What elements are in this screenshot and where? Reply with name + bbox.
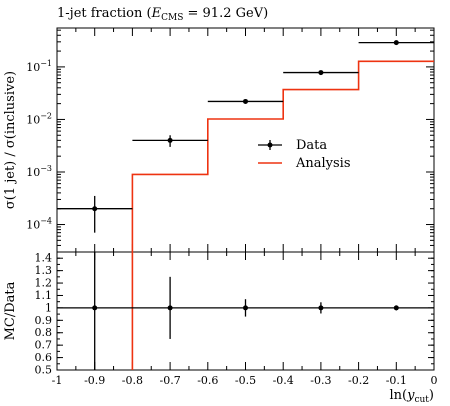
x-tick-label: -1 (52, 374, 63, 387)
ratio-analysis-line (131, 252, 134, 370)
chart-title: 1-jet fraction (ECMS = 91.2 GeV) (57, 6, 268, 23)
x-tick-label: -0.8 (122, 374, 143, 387)
x-tick-label: -0.1 (386, 374, 407, 387)
ratio-y-tick-label: 0.9 (35, 314, 53, 327)
ratio-point (318, 305, 324, 311)
legend-analysis-label: Analysis (295, 156, 351, 171)
legend: Data Analysis (258, 138, 351, 171)
main-axis-ticks: 10−4 10−3 10−2 10−1 (26, 28, 435, 253)
analysis-histogram-line (131, 60, 434, 252)
data-point (167, 137, 173, 143)
main-y-tick-label: 10−3 (26, 164, 52, 179)
ratio-y-tick-label: 1.3 (35, 264, 53, 277)
ratio-point (243, 305, 248, 311)
ratio-y-tick-label: 0.8 (35, 326, 53, 339)
x-tick-label: -0.6 (197, 374, 218, 387)
x-tick-label: -0.7 (159, 374, 180, 387)
main-y-tick-label: 10−2 (26, 111, 52, 126)
data-point (393, 40, 399, 46)
ratio-analysis-series (131, 252, 134, 370)
data-point (92, 206, 98, 212)
ratio-axis-ticks: 0.50.60.70.80.911.11.21.31.4 -1 -0.9 -0.8 -0… (35, 251, 438, 387)
ratio-y-tick-label: 0.5 (35, 364, 53, 377)
x-tick-label: -0.2 (348, 374, 369, 387)
ratio-y-tick-label: 0.7 (35, 339, 53, 352)
ratio-y-tick-label: 1 (45, 301, 52, 314)
x-tick-label: 0 (431, 374, 438, 387)
data-point (243, 98, 248, 104)
x-axis-label: ln(ycut) (389, 388, 434, 405)
x-tick-label: -0.5 (235, 374, 256, 387)
main-analysis-series (131, 60, 434, 252)
x-tick-label: -0.4 (273, 374, 294, 387)
main-data-series (57, 40, 434, 233)
ratio-y-tick-label: 0.6 (35, 351, 53, 364)
ratio-y-tick-label: 1.2 (35, 277, 53, 290)
ratio-point (393, 305, 399, 311)
ratio-point (92, 305, 98, 311)
x-tick-label: -0.3 (310, 374, 331, 387)
legend-data-marker (267, 142, 273, 148)
ratio-data-series (57, 252, 434, 370)
x-tick-label: -0.9 (84, 374, 105, 387)
ratio-y-tick-label: 1.4 (35, 252, 53, 265)
ratio-y-tick-label: 1.1 (35, 289, 53, 302)
main-y-tick-label: 10−1 (26, 59, 52, 74)
main-y-tick-label: 10−4 (26, 217, 52, 232)
data-point (318, 70, 324, 76)
legend-data-label: Data (296, 138, 327, 153)
main-y-axis-label: σ(1 jet) / σ(inclusive) (3, 71, 18, 209)
ratio-point (167, 305, 173, 311)
ratio-y-axis-label: MC/Data (3, 281, 18, 340)
